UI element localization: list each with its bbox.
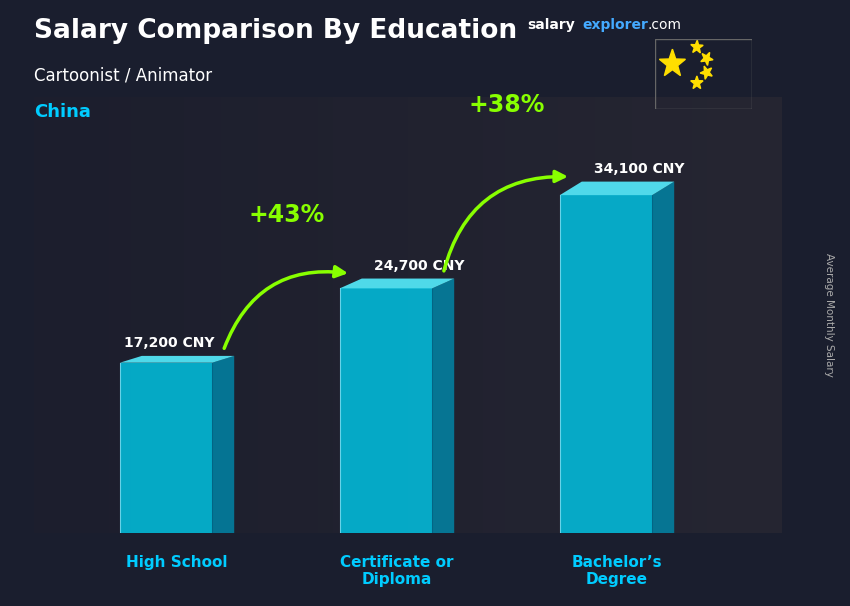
Text: explorer: explorer: [582, 18, 648, 32]
Text: 24,700 CNY: 24,700 CNY: [374, 259, 464, 273]
Polygon shape: [120, 363, 212, 533]
Polygon shape: [120, 356, 235, 363]
Text: +43%: +43%: [249, 202, 325, 227]
Text: Cartoonist / Animator: Cartoonist / Animator: [34, 67, 212, 85]
Polygon shape: [691, 40, 703, 53]
Text: China: China: [34, 103, 91, 121]
Text: 17,200 CNY: 17,200 CNY: [124, 336, 215, 350]
Text: salary: salary: [527, 18, 575, 32]
Polygon shape: [700, 52, 713, 65]
Polygon shape: [560, 195, 652, 533]
Text: Salary Comparison By Education: Salary Comparison By Education: [34, 18, 517, 44]
Text: High School: High School: [127, 555, 228, 570]
Text: 34,100 CNY: 34,100 CNY: [594, 162, 684, 176]
Text: Bachelor’s
Degree: Bachelor’s Degree: [572, 555, 662, 587]
Polygon shape: [652, 182, 674, 533]
Polygon shape: [660, 49, 685, 76]
Polygon shape: [432, 279, 454, 533]
Polygon shape: [212, 356, 235, 533]
Text: .com: .com: [648, 18, 682, 32]
Polygon shape: [340, 279, 454, 288]
Text: +38%: +38%: [469, 93, 545, 116]
Text: Certificate or
Diploma: Certificate or Diploma: [340, 555, 454, 587]
Polygon shape: [560, 182, 674, 195]
Polygon shape: [340, 288, 432, 533]
Polygon shape: [691, 76, 703, 88]
Polygon shape: [700, 66, 712, 79]
Text: Average Monthly Salary: Average Monthly Salary: [824, 253, 834, 377]
